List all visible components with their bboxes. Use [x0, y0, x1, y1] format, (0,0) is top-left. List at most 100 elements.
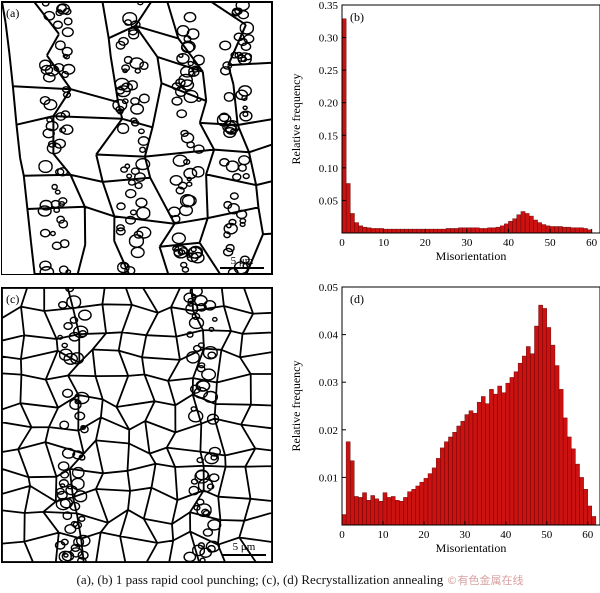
histogram-d: 0 10 20 30 40 50 60 0.01 0.02 0.03 0.04 0.05 Misorie… — [280, 282, 600, 563]
bar-d-17 — [407, 491, 412, 526]
bar-d-50 — [542, 308, 547, 526]
bar-d-29 — [456, 425, 461, 526]
bar-b-33 — [474, 227, 480, 234]
bar-b-40 — [504, 223, 509, 234]
bar-d-33 — [472, 412, 478, 526]
grain-boundary-map-a: (a) 5 μm — [2, 2, 272, 274]
bar-d-22 — [427, 473, 433, 526]
bar-b-23 — [433, 228, 438, 234]
bar-d-31 — [464, 414, 470, 526]
x-tick-label-d-60: 60 — [582, 529, 594, 541]
x-tick-label-d-20: 20 — [418, 529, 430, 541]
bar-d-1 — [341, 514, 347, 526]
bar-b-52 — [554, 226, 559, 234]
bar-d-3 — [349, 460, 355, 526]
bar-d-49 — [538, 304, 543, 526]
y-tick-label-b-6: 0.35 — [319, 0, 339, 12]
bar-b-27 — [449, 228, 455, 234]
bar-d-47 — [530, 353, 535, 526]
bar-d-40 — [501, 392, 507, 526]
chart-b-svg: 0 10 20 30 40 50 60 0.05 0.10 0.15 0.20 0.25 0.30 0.3… — [289, 0, 600, 263]
bar-b-9 — [375, 228, 380, 234]
bar-d-13 — [390, 496, 396, 526]
bar-d-4 — [354, 496, 359, 526]
x-tick-label-d-50: 50 — [541, 529, 553, 541]
bar-b-11 — [383, 228, 388, 234]
bar-d-45 — [521, 355, 527, 526]
bar-d-10 — [378, 500, 384, 526]
panel-label-b: (b) — [350, 10, 364, 24]
y-tick-label-b-1: 0.10 — [319, 163, 339, 175]
bar-b-42 — [512, 218, 517, 234]
bar-b-10 — [379, 228, 384, 234]
bar-d-59 — [579, 477, 584, 526]
bar-b-49 — [541, 224, 547, 234]
x-tick-label-b-30: 30 — [461, 237, 473, 249]
bar-b-41 — [508, 221, 513, 234]
bar-b-37 — [491, 227, 497, 234]
bar-d-42 — [509, 377, 515, 526]
bar-d-34 — [476, 401, 482, 526]
bar-b-17 — [408, 228, 413, 234]
bar-b-30 — [462, 227, 468, 234]
bar-b-43 — [516, 214, 522, 234]
bar-b-21 — [425, 228, 430, 234]
bar-b-48 — [537, 222, 542, 234]
bar-b-19 — [416, 228, 422, 234]
bar-d-18 — [411, 489, 416, 526]
micrograph-c: (c) 5 μm — [1, 287, 273, 563]
watermark: ©有色金属在线 — [446, 574, 524, 587]
bar-b-36 — [487, 227, 493, 234]
bar-d-5 — [358, 497, 363, 526]
fine-grains — [37, 2, 255, 274]
bar-d-52 — [550, 344, 556, 526]
bar-b-16 — [404, 228, 409, 234]
y-tick-label-b-3: 0.20 — [319, 98, 339, 110]
y-tick-label-d-3: 0.04 — [319, 330, 339, 342]
bar-b-8 — [370, 228, 376, 234]
bar-d-61 — [587, 505, 593, 526]
bar-d-36 — [485, 403, 490, 526]
bar-d-6 — [362, 492, 367, 526]
y-tick-label-d-1: 0.02 — [319, 425, 338, 437]
bar-b-55 — [566, 226, 572, 234]
bar-b-45 — [524, 213, 530, 234]
bar-b-53 — [558, 226, 563, 234]
bar-d-9 — [374, 498, 380, 526]
bar-d-7 — [366, 500, 371, 526]
bar-b-15 — [400, 228, 405, 234]
y-tick-label-d-2: 0.03 — [319, 377, 339, 389]
y-tick-label-d-4: 0.05 — [319, 282, 339, 294]
bar-b-59 — [583, 228, 588, 234]
bar-b-54 — [562, 226, 567, 234]
bar-b-51 — [549, 226, 555, 234]
x-tick-label-b-60: 60 — [586, 237, 598, 249]
bar-d-16 — [403, 497, 408, 526]
bar-b-34 — [479, 228, 484, 234]
bar-b-31 — [466, 227, 472, 234]
bar-d-25 — [440, 447, 445, 526]
bar-d-14 — [395, 500, 400, 526]
bar-d-11 — [382, 492, 388, 526]
bar-d-26 — [444, 441, 449, 526]
bar-b-3 — [350, 213, 355, 234]
scale-label-a: 5 μm — [231, 255, 254, 267]
bar-d-44 — [517, 362, 523, 526]
bar-d-21 — [423, 478, 429, 526]
bar-d-12 — [386, 497, 392, 526]
bar-d-23 — [431, 467, 437, 526]
bar-d-24 — [435, 458, 441, 526]
grain-boundary-map-c: (c) 5 μm — [2, 288, 272, 562]
panel-label-a: (a) — [6, 6, 19, 20]
bar-b-5 — [358, 225, 364, 234]
bar-d-19 — [415, 485, 421, 526]
y-tick-label-b-2: 0.15 — [319, 130, 339, 142]
y-axis-label-d: Relative frequency — [289, 361, 303, 452]
x-tick-label-d-40: 40 — [500, 529, 512, 541]
bar-d-55 — [562, 417, 568, 526]
bar-d-39 — [497, 385, 502, 526]
bar-b-20 — [420, 228, 426, 234]
bar-b-12 — [387, 228, 393, 234]
bar-d-35 — [481, 396, 486, 526]
figure-caption: (a), (b) 1 pass rapid cool punching; (c)… — [0, 572, 600, 588]
